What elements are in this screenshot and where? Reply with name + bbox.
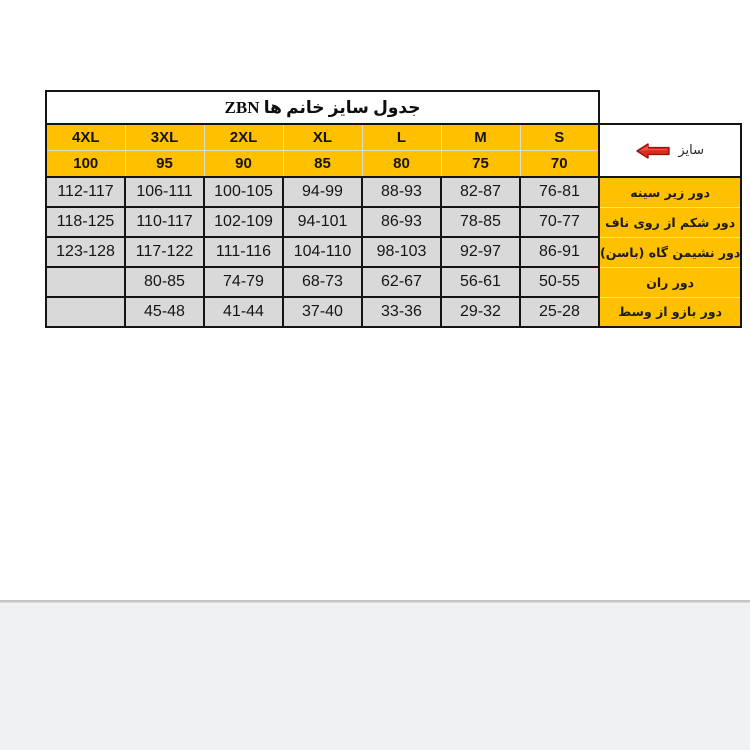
measurement-cell: 41-44	[203, 296, 284, 328]
measurement-cell: 33-36	[361, 296, 442, 328]
row-label-arm: دور بازو از وسط	[597, 296, 743, 328]
measurement-cell: 94-101	[282, 206, 363, 238]
measurement-cell: 123-128	[45, 236, 126, 268]
measurement-cell: 62-67	[361, 266, 442, 298]
size-header-cell: M	[440, 123, 521, 151]
measurement-cell: 118-125	[45, 206, 126, 238]
measurement-cell: 102-109	[203, 206, 284, 238]
size-number-cell: 70	[519, 150, 600, 178]
measurement-cell: 86-91	[519, 236, 600, 268]
measurement-cell: 29-32	[440, 296, 521, 328]
measurement-cell	[45, 266, 126, 298]
size-header-cell: L	[361, 123, 442, 151]
measurement-cell: 92-97	[440, 236, 521, 268]
row-label-belly: دور شکم از روی ناف	[597, 206, 743, 238]
measurement-cell: 100-105	[203, 176, 284, 208]
measurement-cell: 50-55	[519, 266, 600, 298]
size-number-cell: 80	[361, 150, 442, 178]
measurement-cell: 68-73	[282, 266, 363, 298]
measurement-cell: 37-40	[282, 296, 363, 328]
measurement-cell: 112-117	[45, 176, 126, 208]
size-chart-table: جدول سایز خانم ها ZBN 4XL 3XL 2XL XL L M…	[45, 90, 743, 328]
measurement-cell: 86-93	[361, 206, 442, 238]
table-row: 118-125 110-117 102-109 94-101 86-93 78-…	[45, 206, 743, 238]
table-row: 123-128 117-122 111-116 104-110 98-103 9…	[45, 236, 743, 268]
row-label-thigh: دور ران	[597, 266, 743, 298]
size-number-cell: 90	[203, 150, 284, 178]
measurement-cell: 25-28	[519, 296, 600, 328]
size-number-cell: 75	[440, 150, 521, 178]
measurement-cell: 106-111	[124, 176, 205, 208]
measurement-cell: 117-122	[124, 236, 205, 268]
size-header-cell: 3XL	[124, 123, 205, 151]
size-chart: جدول سایز خانم ها ZBN 4XL 3XL 2XL XL L M…	[45, 90, 743, 328]
size-number-cell: 95	[124, 150, 205, 178]
row-label-hips: دور نشیمن گاه (باسن)	[597, 236, 743, 268]
measurement-cell: 94-99	[282, 176, 363, 208]
table-row: 100 95 90 85 80 75 70	[45, 150, 741, 178]
size-number-cell: 85	[282, 150, 363, 178]
table-row: 80-85 74-79 68-73 62-67 56-61 50-55 دور …	[45, 266, 743, 298]
table-row: 45-48 41-44 37-40 33-36 29-32 25-28 دور …	[45, 296, 743, 328]
measurement-cell: 78-85	[440, 206, 521, 238]
title-row-spacer	[599, 91, 741, 124]
size-arrow-cell: سایز	[597, 123, 743, 178]
size-label: سایز	[678, 143, 704, 158]
measurement-cell: 104-110	[282, 236, 363, 268]
row-label-underbust: دور زیر سینه	[597, 176, 743, 208]
size-header-cell: S	[519, 123, 600, 151]
measurement-cell: 70-77	[519, 206, 600, 238]
chart-title: جدول سایز خانم ها ZBN	[45, 90, 600, 125]
size-header-cell: 4XL	[45, 123, 126, 151]
size-number-cell: 100	[45, 150, 126, 178]
measurement-cell: 74-79	[203, 266, 284, 298]
measurement-cell: 56-61	[440, 266, 521, 298]
table-row: 4XL 3XL 2XL XL L M S سایز	[45, 123, 743, 178]
table-row: 112-117 106-111 100-105 94-99 88-93 82-8…	[45, 176, 743, 208]
measurement-cell: 82-87	[440, 176, 521, 208]
measurement-cell	[45, 296, 126, 328]
size-header-cell: 2XL	[203, 123, 284, 151]
size-header-cell: XL	[282, 123, 363, 151]
measurement-cell: 76-81	[519, 176, 600, 208]
table-row: جدول سایز خانم ها ZBN	[45, 90, 741, 125]
measurement-cell: 98-103	[361, 236, 442, 268]
bottom-panel	[0, 600, 750, 750]
measurement-cell: 80-85	[124, 266, 205, 298]
measurement-cell: 110-117	[124, 206, 205, 238]
left-arrow-icon	[636, 142, 671, 159]
measurement-cell: 111-116	[203, 236, 284, 268]
measurement-cell: 88-93	[361, 176, 442, 208]
measurement-cell: 45-48	[124, 296, 205, 328]
